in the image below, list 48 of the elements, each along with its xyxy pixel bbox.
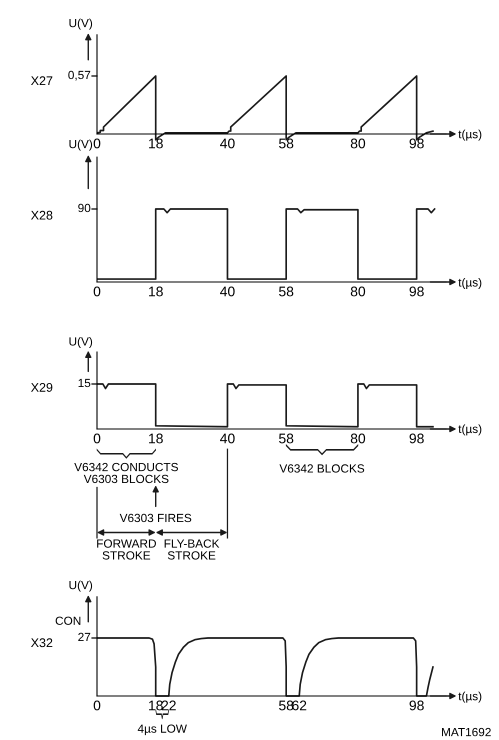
- x-tick-label: 98: [410, 434, 424, 444]
- x-axis-title: t(µs): [458, 130, 482, 141]
- x-tick-label: 18: [149, 286, 163, 296]
- x-tick-label: 40: [220, 138, 235, 148]
- x-axis-title: t(µs): [458, 278, 482, 289]
- text: CON: [56, 616, 80, 625]
- text: V6342 CONDUCTS V6303 BLOCKS: [74, 462, 178, 484]
- x-axis-title: t(µs): [458, 424, 482, 436]
- text: MAT1692: [442, 728, 491, 736]
- text: 15: [78, 378, 90, 388]
- y-axis-title: U(V): [69, 580, 92, 592]
- x-tick-label: 98: [410, 138, 424, 148]
- text: 4µs LOW: [138, 724, 187, 736]
- x-tick-label: 58: [279, 700, 294, 710]
- chart-title: X29: [30, 383, 52, 392]
- x-tick-label: 58: [279, 138, 294, 148]
- text: 90: [78, 204, 90, 212]
- x-tick-label: 80: [350, 286, 366, 296]
- x-tick-label: 0: [94, 286, 100, 296]
- x-tick-label: 0: [94, 700, 100, 710]
- x-tick-label: 0: [94, 434, 100, 444]
- x-tick-label: 18: [149, 434, 163, 444]
- x-tick-label: 58: [279, 434, 294, 444]
- text: 27: [78, 632, 90, 642]
- x-tick-label: 18: [149, 138, 163, 148]
- text: 0,57: [68, 70, 90, 81]
- chart-title: X28: [30, 210, 52, 220]
- x-tick-label: 40: [220, 434, 235, 444]
- x-tick-label: 18: [149, 700, 163, 710]
- x-tick-label: 58: [279, 286, 294, 296]
- text: FLY-BACK STROKE: [164, 539, 220, 560]
- x-tick-label: 80: [350, 434, 366, 444]
- x-tick-label: 62: [292, 700, 306, 710]
- chart-title: X32: [30, 638, 52, 648]
- chart-title: X27: [30, 76, 52, 86]
- text: V6303 FIRES: [120, 514, 192, 522]
- y-axis-title: U(V): [69, 18, 92, 30]
- x-tick-label: 98: [410, 700, 424, 710]
- x-tick-label: 98: [410, 286, 424, 296]
- x-axis-title: t(µs): [458, 692, 482, 703]
- x-tick-label: 80: [350, 138, 366, 148]
- y-axis-title: U(V): [69, 336, 92, 348]
- x-tick-label: 40: [220, 286, 235, 296]
- text: V6342 BLOCKS: [279, 464, 364, 473]
- text: FORWARD STROKE: [97, 539, 156, 560]
- y-axis-title: U(V): [69, 140, 92, 151]
- x-tick-label: 0: [94, 138, 100, 148]
- x-tick-label: 22: [162, 700, 176, 710]
